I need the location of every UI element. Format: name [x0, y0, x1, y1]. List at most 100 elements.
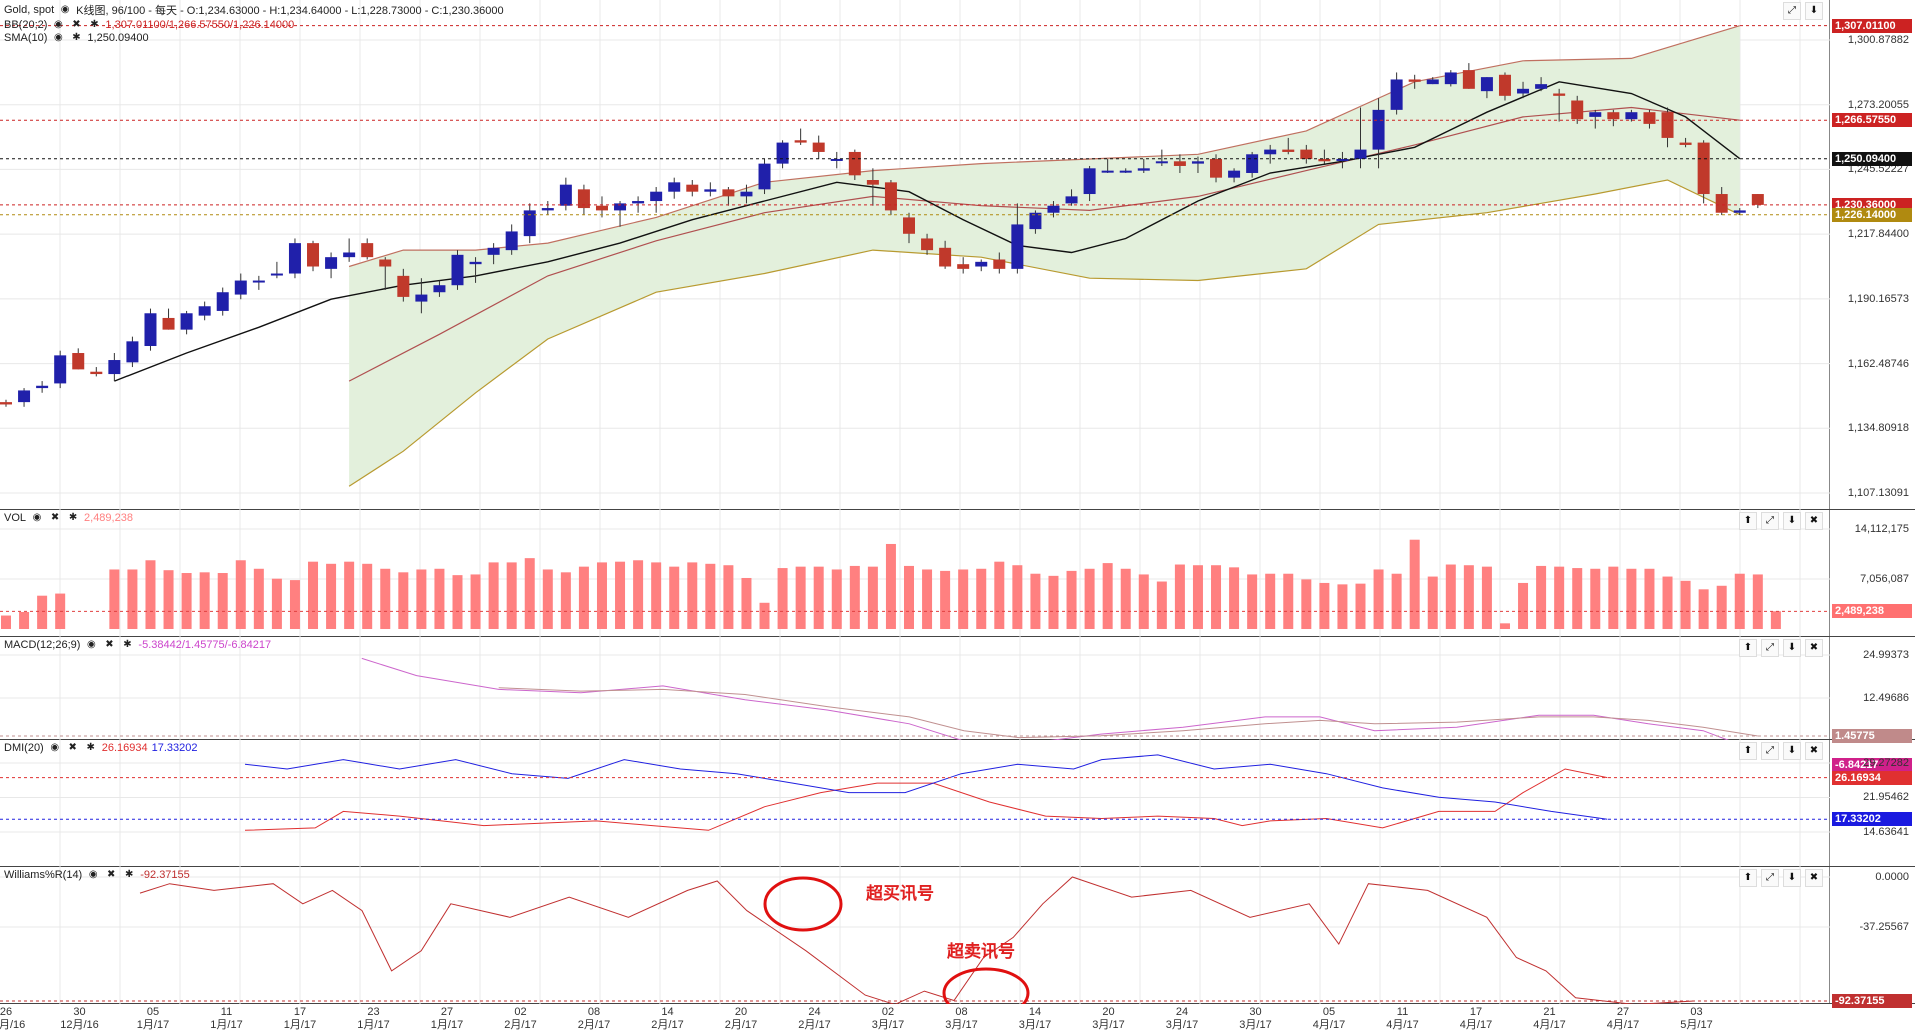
- date-day: 26: [0, 1006, 13, 1018]
- candle-body: [957, 264, 970, 269]
- volume-tick-label: 14,112,175: [1854, 523, 1909, 535]
- volume-bar: [777, 568, 788, 629]
- expand-icon[interactable]: ⤢: [1761, 869, 1779, 887]
- volume-bar: [1012, 565, 1023, 629]
- volume-bar: [849, 565, 860, 629]
- price-plot[interactable]: [0, 0, 1830, 510]
- close-panel-icon[interactable]: ✖: [1805, 512, 1823, 530]
- macd-plot[interactable]: [0, 637, 1830, 740]
- candle-body: [1372, 109, 1385, 150]
- bollinger-band-fill: [349, 25, 1740, 487]
- close-icon[interactable]: ✖: [72, 19, 81, 30]
- williams-axis[interactable]: 0.0000 -37.25567 -92.37155: [1830, 867, 1915, 1008]
- candle-body: [1173, 161, 1186, 166]
- eye-icon[interactable]: ◉: [50, 742, 60, 753]
- dmi-plot[interactable]: [0, 740, 1830, 867]
- close-icon[interactable]: ✖: [107, 869, 116, 880]
- close-icon[interactable]: ✖: [68, 742, 77, 753]
- candle-body: [198, 306, 211, 316]
- move-down-icon[interactable]: ⬇: [1783, 512, 1801, 530]
- candle-body: [252, 280, 265, 283]
- candle-body: [1697, 142, 1710, 195]
- move-down-icon[interactable]: ⬇: [1783, 639, 1801, 657]
- candle-body: [108, 360, 121, 375]
- date-month: 3月/17: [1165, 1019, 1199, 1031]
- date-label: 20 2月/17: [721, 1006, 761, 1032]
- date-day: 30: [73, 1006, 86, 1018]
- move-down-icon[interactable]: ⬇: [1783, 742, 1801, 760]
- date-month: 2月/17: [504, 1019, 537, 1031]
- close-panel-icon[interactable]: ✖: [1805, 742, 1823, 760]
- expand-icon[interactable]: ⤢: [1761, 742, 1779, 760]
- candle-body: [487, 247, 500, 255]
- move-down-icon[interactable]: ⬇: [1805, 2, 1823, 20]
- gear-icon[interactable]: ✱: [86, 742, 95, 753]
- eye-icon[interactable]: ◉: [60, 4, 70, 15]
- candle-body: [505, 231, 518, 251]
- close-icon[interactable]: ✖: [105, 639, 114, 650]
- close-panel-icon[interactable]: ✖: [1805, 869, 1823, 887]
- volume-bar: [289, 580, 300, 629]
- candle-body: [740, 191, 753, 197]
- candle-body: [415, 294, 428, 302]
- eye-icon[interactable]: ◉: [54, 32, 63, 43]
- volume-axis[interactable]: 14,112,175 7,056,087 2,489,238: [1830, 510, 1915, 636]
- volume-bar: [1481, 566, 1492, 629]
- date-day: 24: [1175, 1006, 1189, 1018]
- volume-panel: 14,112,175 7,056,087 2,489,238 VOL ◉ ✖ ✱ 2…: [0, 510, 1915, 637]
- eye-icon[interactable]: ◉: [88, 869, 98, 880]
- date-day: 11: [220, 1006, 233, 1018]
- move-up-icon[interactable]: ⬆: [1739, 869, 1757, 887]
- volume-plot[interactable]: [0, 510, 1830, 637]
- date-month: 3月/17: [1018, 1019, 1052, 1031]
- williams-plot[interactable]: [0, 867, 1830, 1004]
- date-axis[interactable]: 2612月/163012月/16051月/17111月/17171月/17231…: [0, 1004, 1915, 1031]
- date-month: 1月/17: [357, 1019, 390, 1031]
- eye-icon[interactable]: ◉: [54, 19, 63, 30]
- candle-body: [1264, 149, 1277, 155]
- volume-tick-label: 7,056,087: [1860, 573, 1909, 585]
- macd-tick-label: 12.49686: [1863, 692, 1909, 704]
- volume-bar: [416, 569, 427, 629]
- volume-bar: [1590, 568, 1601, 629]
- move-up-icon[interactable]: ⬆: [1739, 512, 1757, 530]
- volume-bar: [217, 573, 228, 629]
- expand-icon[interactable]: ⤢: [1783, 2, 1801, 20]
- overbought-annotation: 超买讯号: [866, 884, 934, 903]
- move-up-icon[interactable]: ⬆: [1739, 639, 1757, 657]
- dmi-tag: 26.16934: [1832, 770, 1912, 785]
- date-day: 05: [1322, 1006, 1336, 1018]
- eye-icon[interactable]: ◉: [32, 512, 42, 523]
- price-tick-label: 1,134.80918: [1847, 422, 1909, 435]
- candle-body: [830, 158, 843, 161]
- candle-body: [325, 257, 338, 269]
- candle-body: [939, 247, 952, 267]
- dmi-axis[interactable]: 29.27282 21.95462 14.63641 26.16934 17.33202: [1830, 740, 1915, 866]
- close-panel-icon[interactable]: ✖: [1805, 639, 1823, 657]
- macd-line: [361, 657, 1730, 740]
- gear-icon[interactable]: ✱: [90, 19, 99, 30]
- gear-icon[interactable]: ✱: [125, 869, 134, 880]
- date-month: 3月/17: [1092, 1019, 1125, 1031]
- gear-icon[interactable]: ✱: [123, 639, 132, 650]
- bollinger-mid-line: [348, 106, 1740, 382]
- candle-body: [1480, 77, 1493, 92]
- gear-icon[interactable]: ✱: [68, 512, 78, 523]
- candle-body: [577, 189, 590, 209]
- date-day: 14: [661, 1006, 674, 1018]
- close-icon[interactable]: ✖: [50, 512, 60, 523]
- date-label: 27 4月/17: [1603, 1006, 1643, 1032]
- dmi-name: DMI(20): [4, 742, 44, 754]
- candle-body: [523, 210, 536, 237]
- expand-icon[interactable]: ⤢: [1761, 512, 1779, 530]
- move-up-icon[interactable]: ⬆: [1739, 742, 1757, 760]
- macd-panel: 24.99373 12.49686 1.45775 -6.84217 MACD(12;…: [0, 637, 1915, 772]
- price-axis[interactable]: 1,300.87882 1,273.20055 1,245.52227 1,217.8…: [1830, 0, 1915, 509]
- volume-bar: [904, 565, 914, 629]
- move-down-icon[interactable]: ⬇: [1783, 869, 1801, 887]
- expand-icon[interactable]: ⤢: [1761, 639, 1779, 657]
- candle-body: [975, 261, 988, 267]
- macd-axis[interactable]: 24.99373 12.49686 1.45775 -6.84217: [1830, 637, 1915, 772]
- eye-icon[interactable]: ◉: [87, 639, 96, 650]
- gear-icon[interactable]: ✱: [72, 32, 81, 43]
